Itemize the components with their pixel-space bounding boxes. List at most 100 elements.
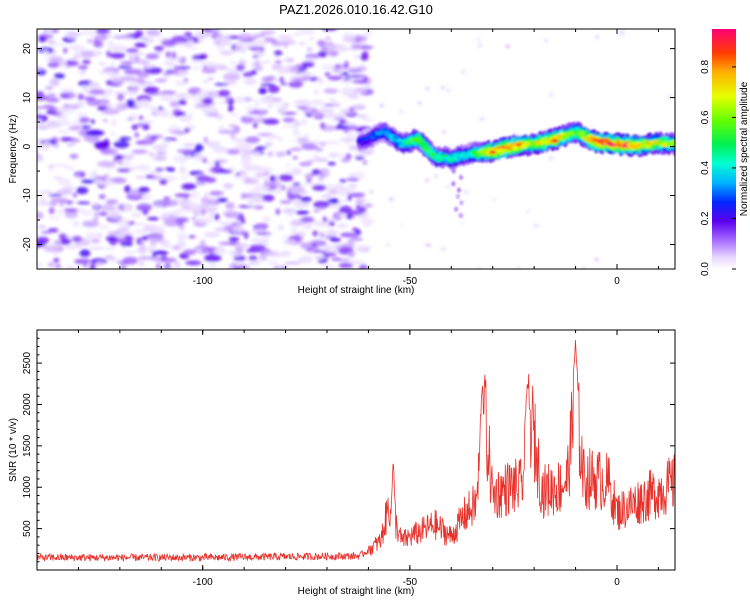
spectrogram-y-axis-label: Frequency (Hz) — [8, 115, 19, 184]
spectrogram-noise-blob — [200, 208, 207, 216]
spectrogram-noise-blob — [283, 239, 296, 245]
spectrogram-noise-blob — [322, 252, 337, 257]
spectrogram-noise-blob — [313, 255, 325, 260]
spectrogram-noise-blob — [328, 154, 346, 157]
spectrogram-noise-blob — [202, 79, 210, 83]
spectrogram-noise-blob — [160, 93, 174, 102]
spectrogram-noise-blob — [57, 177, 72, 186]
snr-frame — [36, 329, 676, 571]
spectrogram-noise-blob — [93, 176, 107, 180]
spectrogram-noise-blob — [328, 50, 338, 57]
spectrogram-noise-blob — [49, 43, 66, 46]
spectrogram-faint-blob — [479, 117, 485, 121]
spectrogram-noise-blob — [260, 30, 276, 35]
spectrogram-noise-blob — [342, 35, 357, 43]
spectrogram-noise-blob — [71, 154, 76, 160]
spectrogram-noise-blob — [137, 256, 151, 261]
spectrogram-noise-blob — [115, 231, 126, 239]
spectrogram-noise-blob — [143, 88, 157, 93]
spectrogram-noise-blob — [63, 208, 79, 213]
spectrogram-noise-blob — [231, 112, 239, 117]
spectrogram-noise-blob — [298, 255, 313, 264]
spectrogram-noise-blob — [339, 179, 347, 183]
spectrogram-noise-blob — [37, 190, 54, 194]
spectrogram-faint-blob — [476, 266, 481, 269]
spectrogram-noise-blob — [82, 220, 100, 228]
spectrogram-noise-blob — [188, 235, 196, 239]
spectrogram-noise-blob — [235, 173, 241, 176]
spectrogram-y-ticks: -20 -10 0 10 20 — [22, 43, 675, 270]
spectrogram-noise-blob — [236, 261, 242, 268]
spectrogram-noise-blob — [184, 128, 191, 133]
spectrogram-noise-blob — [290, 219, 305, 227]
spectrogram-faint-blob — [424, 179, 430, 182]
spectrogram-noise-blob — [333, 64, 342, 68]
spectrogram-noise-blob — [180, 60, 186, 65]
spectrogram-noise-blob — [321, 264, 336, 268]
spectrogram-noise-blob — [124, 185, 131, 193]
spectrogram-noise-blob — [252, 55, 259, 58]
spectrogram-noise-blob — [46, 39, 56, 43]
spectrogram-noise-blob — [71, 138, 81, 142]
spectrogram-noise-blob — [259, 254, 268, 261]
spectrogram-noise-blob — [37, 118, 43, 122]
spectrogram-noise-blob — [78, 71, 86, 75]
spectrogram-noise-blob — [251, 152, 262, 158]
spectrogram-noise-blob — [171, 51, 177, 59]
spectrogram-noise-blob — [210, 141, 222, 147]
spectrogram-noise-blob — [160, 90, 177, 95]
spectrogram-noise-blob — [275, 208, 281, 215]
spectrogram-noise-blob — [222, 221, 233, 227]
colorbar-label: Normalized spectral amplitude — [739, 81, 750, 216]
spectrogram-noise-blob — [347, 131, 354, 138]
spectrogram-noise-blob — [350, 192, 366, 198]
spectrogram-noise-blob — [83, 96, 96, 101]
spectrogram-noise-blob — [230, 132, 236, 140]
spectrogram-noise-blob — [287, 193, 302, 201]
spectrogram-noise-blob — [362, 159, 368, 166]
spectrogram-noise-blob — [338, 262, 354, 269]
spectrogram-noise-blob — [202, 158, 208, 163]
spectrogram-noise-blob — [174, 66, 192, 69]
spectrogram-noise-blob — [216, 197, 228, 203]
spectrogram-noise-blob — [352, 227, 358, 232]
spectrogram-ridge-cell — [396, 138, 403, 143]
spectrogram-noise-blob — [180, 175, 190, 179]
spectrogram-noise-blob — [40, 231, 52, 234]
spectrogram-noise-blob — [193, 66, 199, 71]
spectrogram-faint-blob — [369, 190, 374, 194]
spectrogram-noise-blob — [348, 171, 365, 180]
spectrogram-noise-blob — [131, 149, 148, 154]
spectrogram-noise-blob — [67, 32, 82, 36]
spectrogram-noise-blob — [122, 37, 134, 40]
spectrogram-noise-blob — [267, 151, 274, 157]
spectrogram-noise-blob — [347, 251, 356, 258]
spectrogram-noise-blob — [144, 67, 163, 74]
spectrogram-faint-blob — [492, 198, 497, 201]
spectrogram-faint-blob — [425, 87, 430, 91]
spectrogram-noise-blob — [244, 106, 260, 111]
spectrogram-noise-blob — [289, 147, 302, 151]
spectrogram-noise-blob — [328, 198, 340, 205]
spectrogram-noise-blob — [317, 51, 328, 58]
spectrogram-noise-blob — [135, 247, 153, 254]
spectrogram-noise-blob — [214, 213, 220, 221]
spectrogram-noise-blob — [57, 130, 71, 134]
spectrogram-faint-blob — [516, 266, 520, 269]
spectrogram-noise-blob — [257, 108, 270, 112]
spectrogram-noise-blob — [265, 134, 280, 140]
spectrogram-faint-blob — [401, 223, 404, 227]
colorbar-ticks: 0.0 0.2 0.4 0.6 0.8 — [700, 60, 736, 276]
colorbar-tick-label: 0.4 — [700, 161, 711, 175]
spectrogram-noise-blob — [149, 170, 163, 175]
spectrogram-faint-blob — [463, 190, 470, 194]
spectrogram-noise-blob — [105, 235, 118, 242]
spectrogram-noise-blob — [145, 106, 158, 109]
spectrogram-ridge-cell — [578, 131, 586, 136]
spectrogram-noise-blob — [347, 195, 352, 201]
spectrogram-noise-blob — [355, 245, 368, 252]
spectrogram-noise-blob — [322, 170, 330, 175]
spectrogram-noise-blob — [47, 216, 61, 220]
spectrogram-noise-blob — [98, 70, 117, 75]
